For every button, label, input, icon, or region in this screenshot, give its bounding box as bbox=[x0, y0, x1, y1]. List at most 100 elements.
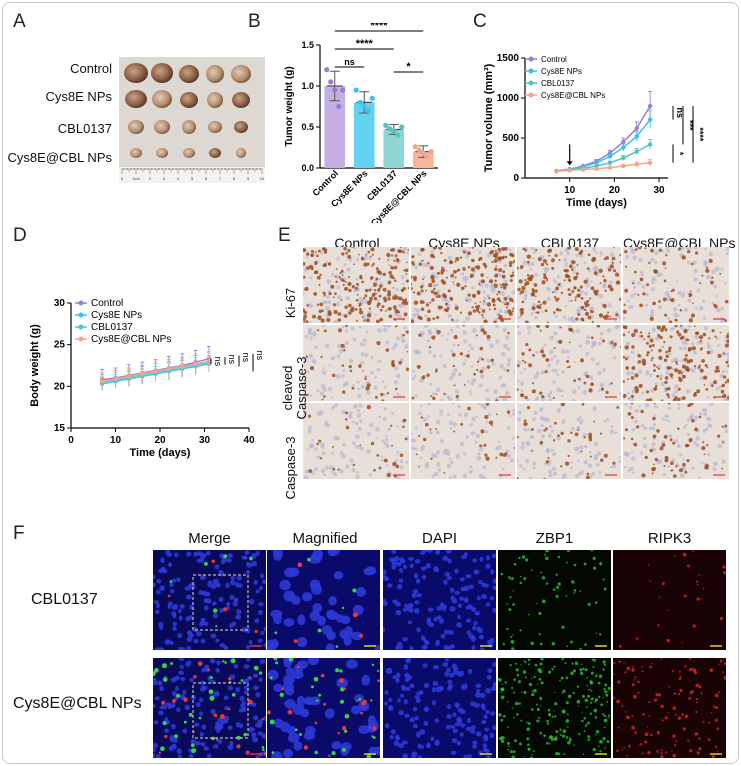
zbp1-signal bbox=[531, 692, 535, 697]
nucleus bbox=[398, 578, 404, 583]
nucleus bbox=[241, 707, 246, 712]
stained-cell bbox=[366, 405, 372, 410]
nucleus bbox=[595, 361, 600, 366]
nucleus bbox=[590, 344, 595, 349]
nucleus bbox=[479, 557, 484, 562]
nucleus bbox=[334, 403, 339, 408]
ripk3-signal bbox=[167, 594, 171, 598]
stained-cell bbox=[304, 286, 309, 292]
nucleus bbox=[517, 458, 519, 463]
stained-cell bbox=[519, 307, 524, 313]
zbp1-signal bbox=[209, 696, 215, 701]
nucleus bbox=[316, 455, 321, 460]
zbp1-signal bbox=[526, 721, 529, 724]
nucleus bbox=[359, 446, 364, 451]
stained-cell bbox=[717, 369, 721, 373]
panel-a-row-label: Cys8E NPs bbox=[45, 89, 112, 104]
stained-cell bbox=[496, 293, 499, 296]
legend-label: CBL0137 bbox=[541, 79, 575, 88]
nucleus bbox=[153, 677, 157, 684]
stained-cell bbox=[686, 459, 690, 463]
stained-cell bbox=[654, 457, 658, 462]
stained-cell bbox=[691, 346, 696, 351]
stained-cell bbox=[625, 265, 628, 268]
stained-cell bbox=[568, 327, 572, 332]
nucleus bbox=[177, 632, 183, 639]
fluorescence-texture bbox=[383, 658, 496, 758]
nucleus bbox=[396, 336, 400, 341]
stained-cell bbox=[474, 302, 477, 305]
nucleus bbox=[312, 331, 317, 337]
nucleus bbox=[526, 325, 532, 330]
ripk3-signal bbox=[712, 705, 716, 708]
bar bbox=[383, 129, 405, 168]
stained-cell bbox=[483, 443, 487, 447]
stained-cell bbox=[512, 307, 515, 310]
stained-cell bbox=[708, 337, 711, 340]
nucleus bbox=[377, 283, 380, 287]
legend-marker bbox=[78, 336, 84, 342]
stained-cell bbox=[659, 446, 664, 451]
stained-cell bbox=[479, 301, 482, 303]
nucleus bbox=[471, 645, 476, 650]
stained-cell bbox=[547, 249, 551, 254]
zbp1-signal bbox=[603, 718, 608, 723]
nucleus bbox=[479, 374, 485, 379]
nucleus bbox=[189, 582, 195, 588]
nucleus bbox=[529, 435, 534, 440]
stained-cell bbox=[630, 394, 634, 399]
stained-cell bbox=[433, 291, 438, 296]
nucleus bbox=[411, 438, 414, 443]
nucleus bbox=[503, 343, 508, 349]
ripk3-signal bbox=[708, 721, 711, 724]
stained-cell bbox=[539, 329, 542, 332]
stained-cell bbox=[647, 335, 651, 339]
nucleus bbox=[389, 735, 394, 740]
stained-cell bbox=[390, 424, 393, 428]
nucleus bbox=[240, 702, 246, 709]
fluorescence-image bbox=[613, 550, 726, 650]
stained-cell bbox=[623, 326, 625, 328]
stained-cell bbox=[634, 248, 638, 251]
zbp1-signal bbox=[536, 719, 540, 723]
stained-cell bbox=[568, 292, 572, 297]
zbp1-signal bbox=[335, 668, 340, 673]
nucleus bbox=[677, 290, 682, 296]
stained-cell bbox=[478, 304, 481, 307]
zbp1-signal bbox=[556, 585, 560, 589]
nucleus bbox=[567, 317, 572, 322]
zbp1-signal bbox=[162, 721, 167, 726]
nucleus bbox=[691, 466, 695, 471]
stained-cell bbox=[393, 265, 398, 270]
stained-cell bbox=[520, 267, 522, 270]
stained-cell bbox=[363, 262, 368, 267]
nucleus bbox=[405, 686, 411, 692]
stained-cell bbox=[521, 352, 525, 356]
stained-cell bbox=[721, 467, 723, 470]
ripk3-signal bbox=[658, 596, 661, 598]
zbp1-signal bbox=[358, 697, 362, 701]
nucleus bbox=[273, 683, 284, 693]
nucleus bbox=[543, 343, 547, 347]
nucleus bbox=[434, 741, 440, 746]
nucleus bbox=[162, 704, 167, 710]
nucleus bbox=[491, 362, 496, 366]
stained-cell bbox=[366, 318, 370, 323]
nucleus bbox=[201, 668, 206, 673]
stained-cell bbox=[491, 298, 496, 303]
nucleus bbox=[388, 697, 393, 703]
nucleus bbox=[422, 550, 429, 553]
stained-cell bbox=[570, 431, 573, 435]
data-point bbox=[621, 139, 626, 145]
zbp1-signal bbox=[208, 689, 214, 695]
ripk3-signal bbox=[657, 693, 662, 697]
stained-cell bbox=[512, 271, 515, 274]
zbp1-signal bbox=[525, 676, 527, 679]
nucleus bbox=[383, 601, 388, 606]
data-point bbox=[140, 371, 145, 377]
stained-cell bbox=[358, 302, 362, 306]
stained-cell bbox=[395, 296, 400, 300]
stained-cell bbox=[546, 263, 549, 266]
stained-cell bbox=[335, 268, 338, 270]
nucleus bbox=[173, 552, 179, 557]
